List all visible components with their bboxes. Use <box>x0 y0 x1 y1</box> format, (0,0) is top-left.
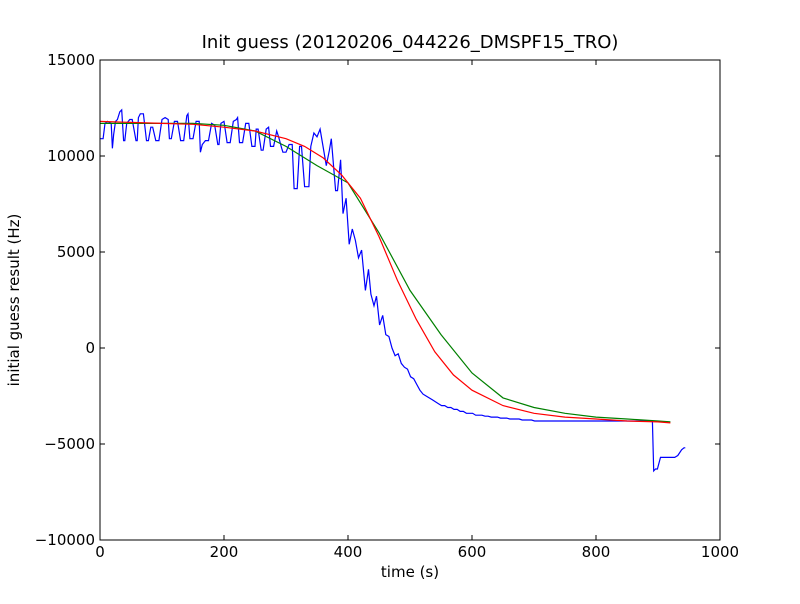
x-tick-label: 600 <box>458 543 487 561</box>
y-tick-label: −10000 <box>35 531 95 549</box>
x-axis-label: time (s) <box>381 563 439 581</box>
y-tick-label: −5000 <box>44 435 95 453</box>
x-tick-label: 400 <box>334 543 363 561</box>
y-tick-label: 15000 <box>47 51 95 69</box>
chart-title: Init guess (20120206_044226_DMSPF15_TRO) <box>202 32 619 53</box>
x-tick-label: 0 <box>95 543 105 561</box>
y-axis-label: initial guess result (Hz) <box>5 214 23 387</box>
plot-frame <box>99 59 721 541</box>
x-tick-label: 1000 <box>701 543 739 561</box>
y-tick-label: 10000 <box>47 147 95 165</box>
x-tick-label: 200 <box>210 543 239 561</box>
series-line-0 <box>100 108 686 473</box>
y-tick-label: 0 <box>85 339 95 357</box>
series-line-1 <box>100 122 671 423</box>
x-tick-label: 800 <box>582 543 611 561</box>
series-layer <box>99 108 686 473</box>
y-tick-label: 5000 <box>57 243 95 261</box>
tick-layer: 0 200 400 600 800 1000 −10000 −5000 0 5000 10000 15… <box>35 51 739 561</box>
series-line-2 <box>99 120 671 424</box>
